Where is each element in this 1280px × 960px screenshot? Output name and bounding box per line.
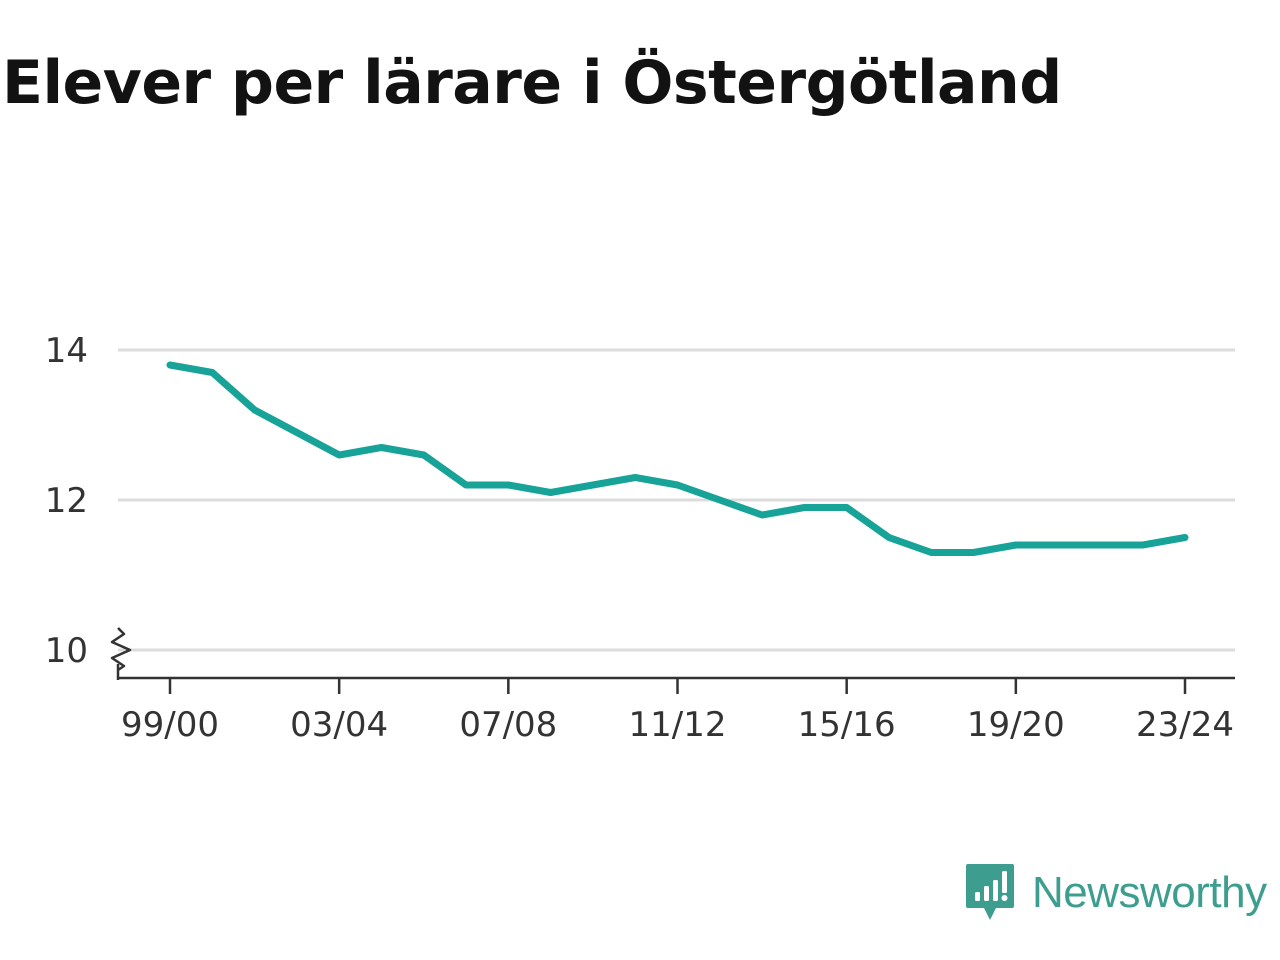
series-lines <box>166 361 1189 556</box>
y-tick-label: 12 <box>45 481 88 521</box>
x-tick-label: 03/04 <box>290 705 388 745</box>
brand-logo: Newsworthy <box>964 862 1267 924</box>
x-axis-ticks: 99/00 03/04 07/08 11/12 15/16 19/20 23/24 <box>121 678 1234 745</box>
y-axis-break-mark <box>110 627 132 672</box>
x-tick-label: 19/20 <box>967 705 1065 745</box>
x-tick-label: 23/24 <box>1136 705 1234 745</box>
series-line <box>166 361 1189 556</box>
gridlines <box>118 348 1235 652</box>
x-tick-label: 15/16 <box>798 705 896 745</box>
x-tick-label: 11/12 <box>629 705 727 745</box>
brand-name: Newsworthy <box>1032 868 1267 917</box>
x-tick-label: 99/00 <box>121 705 219 745</box>
axes <box>110 627 1235 680</box>
y-tick-label: 14 <box>45 331 88 371</box>
chart-title: Elever per lärare i Östergötland <box>2 48 1062 118</box>
y-axis-ticks: 10 12 14 <box>45 331 88 671</box>
bar-chart-speech-bubble-icon <box>966 864 1014 920</box>
x-tick-label: 07/08 <box>459 705 557 745</box>
y-tick-label: 10 <box>45 631 88 671</box>
